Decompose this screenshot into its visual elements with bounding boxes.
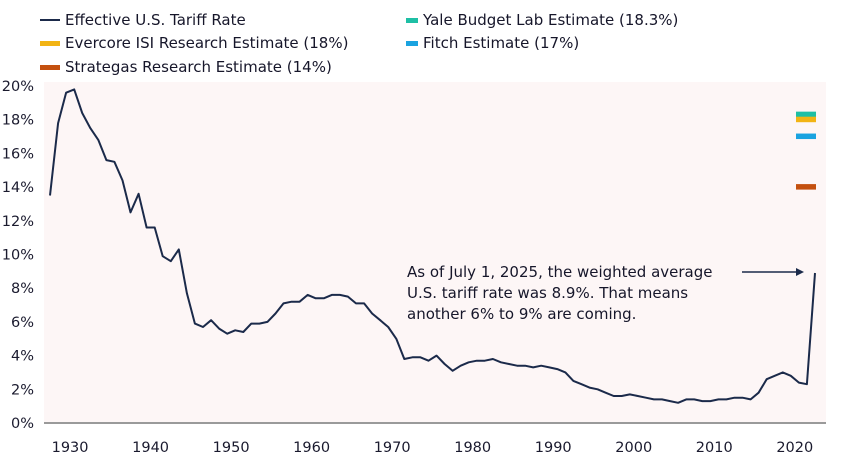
series-line-effective-tariff-rate — [49, 88, 816, 404]
y-tick-label: 14% — [2, 180, 34, 196]
x-tick-label: 1940 — [132, 440, 169, 456]
y-tick-label: 2% — [11, 382, 34, 398]
legend-label-evercore: Evercore ISI Research Estimate (18%) — [65, 34, 349, 52]
estimate-marker — [796, 111, 816, 118]
y-tick-label: 10% — [2, 248, 34, 264]
estimate-markers — [796, 111, 816, 190]
legend-label-yale: Yale Budget Lab Estimate (18.3%) — [423, 11, 679, 29]
x-tick-label: 1960 — [293, 440, 330, 456]
x-tick-label: 1980 — [454, 440, 491, 456]
x-tick-label: 1950 — [213, 440, 250, 456]
y-axis-ticks: 0% 2% 4% 6% 8% 10% 12% 14% 16% 18% 20% — [2, 79, 34, 432]
x-tick-label: 2000 — [615, 440, 652, 456]
legend-item-yale: Yale Budget Lab Estimate (18.3%) — [406, 10, 678, 30]
y-tick-label: 12% — [2, 214, 34, 230]
y-tick-label: 6% — [11, 315, 34, 331]
legend-swatch-evercore — [40, 40, 60, 46]
legend-swatch-fitch — [406, 40, 418, 46]
legend-swatch-tariff-rate — [40, 19, 60, 21]
estimate-marker — [796, 184, 816, 190]
y-tick-label: 20% — [2, 79, 34, 95]
y-tick-label: 8% — [11, 281, 34, 297]
legend-label-fitch: Fitch Estimate (17%) — [423, 34, 580, 52]
legend-swatch-yale — [406, 17, 418, 23]
x-tick-label: 1990 — [535, 440, 572, 456]
legend-swatch-strategas — [40, 64, 60, 70]
estimate-marker — [796, 116, 816, 123]
legend-item-fitch: Fitch Estimate (17%) — [406, 33, 579, 53]
x-tick-label: 1930 — [52, 440, 89, 456]
legend-label-tariff-rate: Effective U.S. Tariff Rate — [65, 11, 246, 29]
annotation-text: As of July 1, 2025, the weighted average… — [407, 263, 713, 323]
legend-item-strategas: Strategas Research Estimate (14%) — [40, 57, 332, 77]
x-tick-label: 2020 — [776, 440, 813, 456]
y-tick-label: 18% — [2, 113, 34, 129]
estimate-marker — [796, 133, 816, 140]
y-tick-label: 16% — [2, 146, 34, 162]
annotation-arrow — [742, 268, 804, 276]
x-tick-label: 2010 — [696, 440, 733, 456]
x-tick-label: 1970 — [374, 440, 411, 456]
series-points — [49, 89, 816, 403]
y-tick-label: 4% — [11, 349, 34, 365]
plot-background — [44, 82, 826, 423]
x-axis-ticks: 1930 1940 1950 1960 1970 1980 1990 2000 2010 2020 — [52, 440, 814, 456]
y-tick-label: 0% — [11, 416, 34, 432]
legend-label-strategas: Strategas Research Estimate (14%) — [65, 58, 332, 76]
legend-item-evercore: Evercore ISI Research Estimate (18%) — [40, 33, 348, 53]
arrow-head — [796, 268, 804, 276]
legend-item-tariff-rate: Effective U.S. Tariff Rate — [40, 10, 246, 30]
